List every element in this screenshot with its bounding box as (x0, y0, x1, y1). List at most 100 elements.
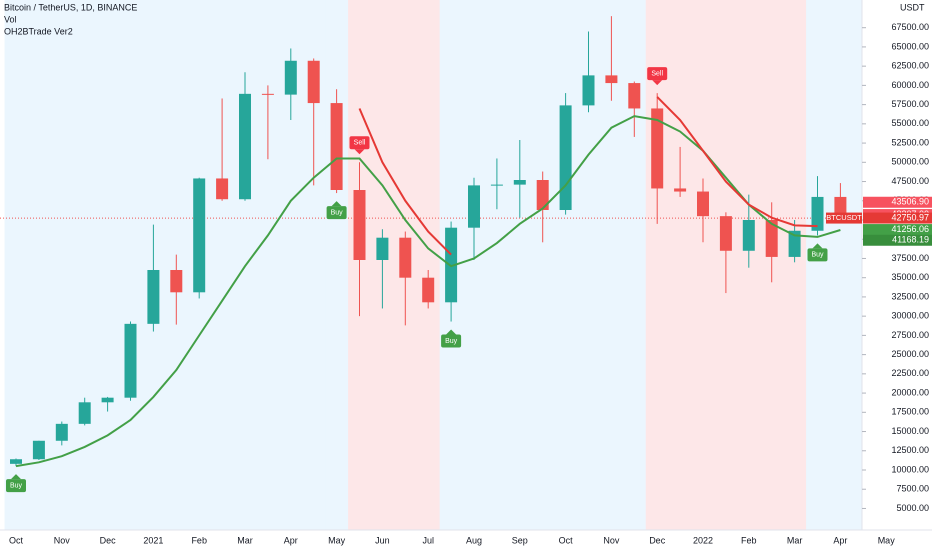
candle-body (147, 270, 160, 324)
signal-box (647, 67, 668, 81)
x-tick-label: Feb (741, 535, 757, 545)
symbol-tag (826, 212, 862, 224)
candle-body (10, 459, 22, 464)
candle-body (536, 180, 549, 210)
y-tick-label: 57500.00 (891, 99, 929, 109)
x-tick-label: Mar (237, 535, 253, 545)
signal-box (349, 136, 370, 150)
y-tick-label: 67500.00 (891, 22, 929, 32)
indicator-label: OH2BTrade Ver2 (4, 26, 73, 36)
candle-body (490, 184, 503, 186)
signal-label: Sell (651, 70, 663, 77)
candle-body (55, 423, 68, 441)
candle-body (284, 60, 297, 95)
signal-label: Buy (10, 482, 23, 489)
candle-body (261, 93, 274, 95)
signal-box (6, 479, 26, 493)
candle-body (468, 185, 480, 228)
x-tick-label: Nov (603, 535, 620, 545)
x-tick-label: Dec (100, 535, 117, 545)
y-tick-label: 65000.00 (891, 41, 929, 51)
candle-body (605, 75, 618, 84)
candle-body (124, 323, 137, 398)
candle-body (353, 190, 366, 260)
candle-body (307, 60, 320, 104)
candle-body (399, 237, 412, 278)
candle-body (697, 191, 709, 217)
y-tick-label: 60000.00 (891, 80, 929, 90)
signal-box (807, 248, 828, 262)
signal-arrow (11, 474, 21, 480)
y-tick-label: 62500.00 (891, 61, 929, 71)
candle-body (651, 108, 664, 189)
signal-label: Sell (354, 140, 366, 147)
x-tick-label: May (328, 535, 346, 545)
y-tick-label: 30000.00 (891, 311, 929, 321)
candle-body (719, 216, 732, 251)
y-tick-label: 25000.00 (891, 349, 929, 359)
y-tick-label: 5000.00 (896, 503, 929, 513)
price-tag (863, 224, 932, 236)
signal-label: Buy (445, 338, 458, 345)
candle-body (674, 188, 687, 192)
candle-body (216, 178, 229, 200)
symbol-tag-label: BTCUSDT (826, 213, 862, 222)
y-tick-label: 17500.00 (891, 407, 929, 417)
candle-body (239, 93, 251, 200)
y-tick-label: 47500.00 (891, 176, 929, 186)
regime-band (4, 0, 326, 530)
chart-title: Bitcoin / TetherUS, 1D, BINANCE (4, 2, 137, 12)
x-tick-label: Oct (559, 535, 574, 545)
y-tick-label: 10000.00 (891, 464, 929, 474)
price-tag (863, 212, 932, 224)
y-tick-label: 12500.00 (891, 445, 929, 455)
x-tick-label: Jul (422, 535, 434, 545)
signal-label: Buy (811, 252, 824, 259)
candle-body (765, 220, 778, 257)
x-tick-label: Dec (649, 535, 666, 545)
x-tick-label: Apr (284, 535, 298, 545)
price-tag-label: 41168.19 (892, 235, 929, 245)
indicator-label: Vol (4, 14, 17, 24)
signal-arrow (331, 201, 342, 207)
axis-unit: USDT (900, 2, 925, 12)
signal-arrow (652, 80, 663, 86)
candle-body (628, 83, 641, 109)
signal-label: Buy (331, 209, 344, 216)
regime-band (325, 0, 349, 530)
regime-band (348, 0, 440, 530)
y-tick-label: 32500.00 (891, 291, 929, 301)
x-tick-label: 2021 (143, 535, 163, 545)
regime-band (806, 0, 862, 530)
y-tick-label: 20000.00 (891, 387, 929, 397)
candle-body (193, 178, 206, 293)
y-tick-label: 55000.00 (891, 118, 929, 128)
signal-arrow (812, 243, 823, 249)
signal-arrow (446, 329, 457, 335)
candle-body (376, 237, 389, 260)
price-tag (863, 196, 932, 208)
y-tick-label: 50000.00 (891, 157, 929, 167)
candle-body (330, 103, 343, 190)
x-tick-label: May (878, 535, 896, 545)
signal-arrow (354, 149, 365, 155)
x-tick-label: Aug (466, 535, 482, 545)
y-tick-label: 15000.00 (891, 426, 929, 436)
price-tag-label: 41256.06 (891, 224, 929, 234)
candle-body (32, 440, 45, 460)
x-tick-label: Apr (833, 535, 847, 545)
y-tick-label: 37500.00 (891, 253, 929, 263)
price-tag-label: 43506.90 (891, 197, 929, 207)
signal-box (441, 334, 462, 348)
candle-body (513, 180, 526, 185)
x-tick-label: Feb (191, 535, 207, 545)
y-tick-label: 52500.00 (891, 137, 929, 147)
candle-body (78, 402, 91, 424)
x-tick-label: Oct (9, 535, 24, 545)
x-tick-label: Mar (787, 535, 803, 545)
x-tick-label: Nov (54, 535, 71, 545)
x-tick-label: 2022 (693, 535, 713, 545)
candle-body (170, 270, 183, 293)
candle-body (742, 220, 755, 251)
candle-body (101, 397, 114, 403)
